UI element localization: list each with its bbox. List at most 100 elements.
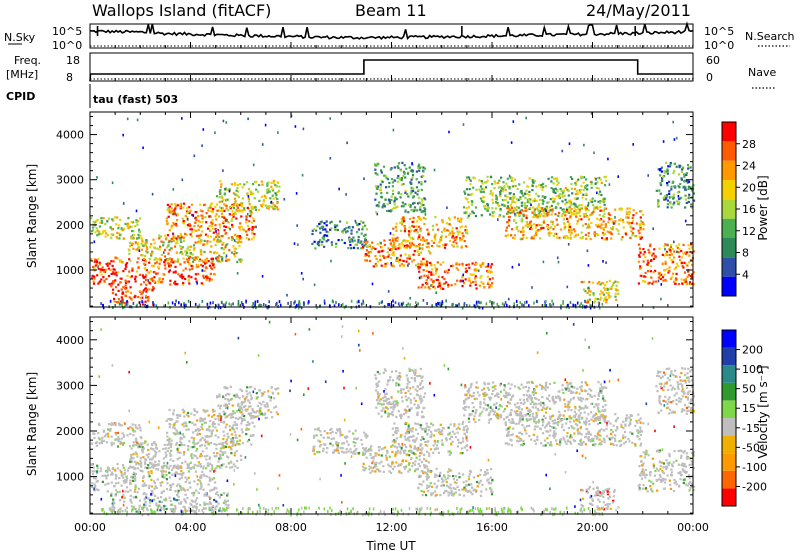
- power-cell-794: [194, 211, 197, 214]
- velocity-cell-225: [209, 478, 212, 481]
- power-cell-590: [231, 225, 234, 228]
- power-cell-2503: [574, 213, 577, 216]
- velocity-cell-897: [213, 410, 216, 413]
- power-cell-1655: [396, 236, 399, 239]
- power-cell-1128: [361, 225, 365, 228]
- power-cell-875: [231, 210, 234, 213]
- power-cell-3382: [215, 230, 217, 233]
- power-cell-2896: [606, 288, 609, 291]
- velocity-cell-673: [170, 454, 173, 457]
- power-cell-2463: [564, 214, 567, 217]
- velocity-cell-375: [156, 496, 160, 499]
- power-cell-288: [144, 287, 147, 290]
- power-cell-2487: [563, 222, 566, 225]
- power-cbar-tick-label-6: 28: [742, 138, 756, 151]
- velocity-cell-104: [120, 470, 123, 473]
- power-cell-425: [181, 246, 184, 249]
- power-cell-2338: [511, 185, 514, 188]
- velocity-cell-1006: [228, 393, 231, 396]
- velocity-cell-697: [224, 445, 228, 449]
- power-cell-819: [194, 221, 197, 224]
- power-cell-2612: [576, 220, 579, 223]
- power-cell-24: [180, 273, 183, 276]
- power-cell-357: [184, 250, 187, 253]
- velocity-cell-783: [168, 408, 171, 411]
- power-cell-2371: [512, 210, 515, 213]
- velocity-cell-948: [193, 414, 196, 417]
- power-cell-2860: [665, 252, 668, 255]
- power-cell-209: [186, 261, 189, 264]
- power-cell-2222: [585, 192, 588, 195]
- power-cell-2298: [526, 185, 529, 188]
- power-cell-1747: [452, 264, 455, 267]
- velocity-cell-908: [230, 438, 233, 441]
- velocity-cell-987: [216, 414, 220, 418]
- power-cell-3200: [338, 303, 340, 307]
- power-cell-1750: [454, 283, 457, 286]
- power-cell-972: [247, 188, 251, 191]
- velocity-cell-374: [205, 491, 208, 495]
- velocity-cell-211: [154, 485, 157, 488]
- power-cell-695: [174, 205, 178, 208]
- power-cell-753: [230, 236, 234, 239]
- power-cell-2726: [663, 254, 666, 257]
- power-cell-3143: [232, 302, 234, 306]
- velocity-cell-97: [96, 479, 99, 483]
- power-cell-1633: [447, 229, 450, 233]
- power-cell-1967: [506, 185, 509, 188]
- velocity-cell-365: [217, 502, 220, 505]
- power-cell-3048: [685, 173, 688, 176]
- velocity-cell-191: [169, 484, 172, 487]
- velocity-cell-1051: [239, 405, 242, 408]
- power-cell-1247: [375, 264, 378, 267]
- power-cell-2539: [558, 211, 561, 215]
- power-cell-3012: [658, 189, 661, 192]
- power-cell-2901: [607, 294, 610, 297]
- velocity-cell-439: [208, 506, 211, 509]
- power-cell-934: [252, 205, 255, 209]
- power-cell-166: [159, 281, 162, 284]
- power-cell-2591: [618, 207, 621, 210]
- power-cell-250: [182, 281, 185, 285]
- power-cell-2785: [639, 250, 642, 253]
- power-cell-1445: [410, 178, 413, 181]
- power-cell-1753: [447, 285, 450, 288]
- power-cell-189: [126, 274, 129, 277]
- power-cell-224: [105, 277, 108, 281]
- power-cell-181: [210, 257, 213, 260]
- velocity-cell-1357: [378, 462, 381, 465]
- power-cell-766: [197, 224, 200, 227]
- velocity-cell-345: [116, 491, 119, 494]
- velocity-cell-1105: [241, 395, 245, 398]
- power-cell-2016: [465, 207, 468, 210]
- power-cell-306: [147, 297, 150, 300]
- power-cell-565: [206, 242, 209, 245]
- power-cell-1677: [446, 229, 449, 232]
- power-cell-217: [92, 265, 95, 269]
- velocity-cell-918: [250, 417, 253, 420]
- power-cell-3354: [147, 279, 149, 282]
- power-cell-3311: [409, 303, 411, 307]
- power-cell-2856: [677, 264, 680, 267]
- power-cell-2554: [630, 230, 633, 233]
- power-cell-3152: [598, 304, 600, 308]
- velocity-cell-1358: [411, 464, 414, 468]
- power-cell-404: [231, 238, 234, 241]
- power-cell-3362: [97, 265, 99, 268]
- velocity-cell-468: [236, 440, 239, 443]
- velocity-cell-543: [199, 453, 202, 456]
- power-cell-2895: [588, 280, 591, 284]
- velocity-cell-1219: [337, 442, 340, 445]
- velocity-cell-1346: [403, 466, 406, 469]
- power-cell-735: [231, 223, 234, 227]
- power-cell-3248: [252, 302, 254, 305]
- power-cell-1965: [483, 181, 486, 184]
- power-cell-729: [175, 214, 178, 217]
- power-cell-1077: [111, 218, 114, 221]
- power-cell-2022: [590, 200, 593, 203]
- velocity-cell-1285: [332, 451, 335, 454]
- power-cell-3388: [556, 256, 559, 260]
- power-cell-1869: [488, 278, 491, 281]
- nsky-label: N.Sky: [4, 31, 36, 44]
- velocity-cell-912: [169, 443, 172, 446]
